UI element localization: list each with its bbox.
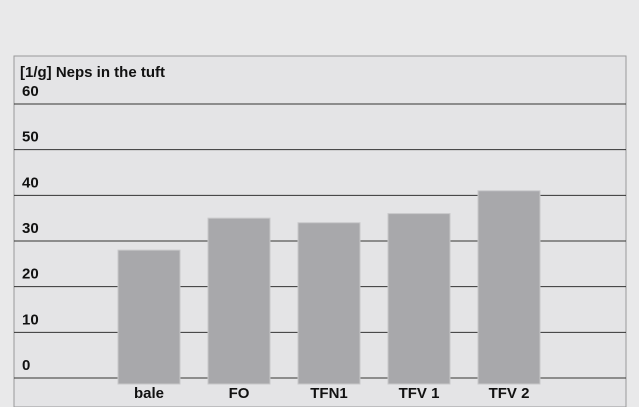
bar xyxy=(207,217,271,385)
x-tick-label: TFV 1 xyxy=(399,385,440,402)
y-tick-label: 30 xyxy=(22,220,39,237)
bar xyxy=(477,190,541,385)
x-tick-label: TFN1 xyxy=(310,385,348,402)
y-tick-label: 10 xyxy=(22,311,39,328)
y-tick-label: 50 xyxy=(22,129,39,146)
y-tick-label: 40 xyxy=(22,174,39,191)
chart-title: [1/g] Neps in the tuft xyxy=(20,64,165,81)
bar xyxy=(387,213,451,385)
x-tick-label: bale xyxy=(134,385,164,402)
x-tick-label: FO xyxy=(229,385,250,402)
bar xyxy=(297,222,361,385)
y-tick-label: 20 xyxy=(22,266,39,283)
y-tick-label: 0 xyxy=(22,357,30,374)
bar xyxy=(117,249,181,385)
y-tick-label: 60 xyxy=(22,83,39,100)
x-tick-label: TFV 2 xyxy=(489,385,530,402)
